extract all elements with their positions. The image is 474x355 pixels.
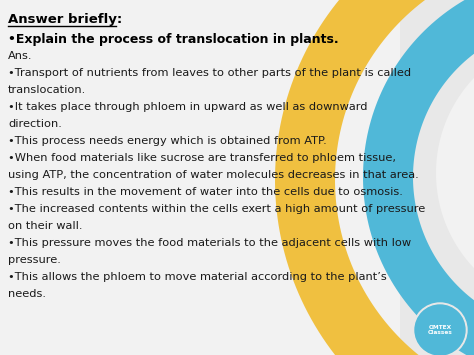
Text: translocation.: translocation. <box>8 85 86 95</box>
Text: Answer briefly:: Answer briefly: <box>8 13 122 26</box>
Text: on their wall.: on their wall. <box>8 221 82 231</box>
Text: using ATP, the concentration of water molecules decreases in that area.: using ATP, the concentration of water mo… <box>8 170 419 180</box>
Text: •Transport of nutrients from leaves to other parts of the plant is called: •Transport of nutrients from leaves to o… <box>8 68 411 78</box>
Text: •It takes place through phloem in upward as well as downward: •It takes place through phloem in upward… <box>8 102 367 112</box>
Text: •This process needs energy which is obtained from ATP.: •This process needs energy which is obta… <box>8 136 327 146</box>
Text: pressure.: pressure. <box>8 255 61 265</box>
Text: Ans.: Ans. <box>8 51 33 61</box>
Polygon shape <box>275 0 474 355</box>
Text: •This allows the phloem to move material according to the plant’s: •This allows the phloem to move material… <box>8 272 387 282</box>
Circle shape <box>415 305 465 355</box>
Text: •The increased contents within the cells exert a high amount of pressure: •The increased contents within the cells… <box>8 204 425 214</box>
Polygon shape <box>363 0 474 355</box>
Text: •This pressure moves the food materials to the adjacent cells with low: •This pressure moves the food materials … <box>8 238 411 248</box>
Circle shape <box>413 303 467 355</box>
Text: •This results in the movement of water into the cells due to osmosis.: •This results in the movement of water i… <box>8 187 403 197</box>
Text: needs.: needs. <box>8 289 46 299</box>
Text: direction.: direction. <box>8 119 62 129</box>
Text: OMTEX
Classes: OMTEX Classes <box>428 324 453 335</box>
Text: •When food materials like sucrose are transferred to phloem tissue,: •When food materials like sucrose are tr… <box>8 153 396 163</box>
Text: •Explain the process of translocation in plants.: •Explain the process of translocation in… <box>8 33 338 46</box>
Polygon shape <box>436 35 474 290</box>
Polygon shape <box>0 0 400 355</box>
